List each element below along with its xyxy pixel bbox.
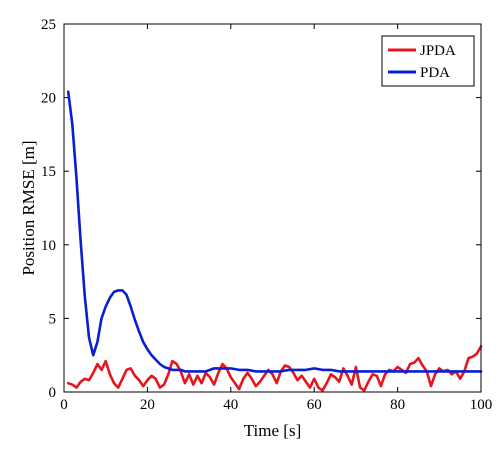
x-tick-label: 60	[307, 397, 322, 413]
y-tick-label: 5	[49, 311, 57, 327]
x-axis-title: Time [s]	[244, 421, 301, 440]
y-tick-label: 10	[41, 238, 56, 254]
y-axis-title: Position RMSE [m]	[19, 140, 38, 275]
y-tick-label: 15	[41, 164, 56, 180]
series-line-pda	[66, 90, 483, 373]
x-tick-label: 0	[60, 397, 68, 413]
legend-label-pda: PDA	[420, 65, 450, 81]
plot-frame	[63, 23, 482, 393]
x-tick-label: 80	[390, 397, 405, 413]
legend: JPDA PDA	[381, 35, 475, 87]
x-axis: 0 20 40 60 80 100	[60, 24, 492, 413]
x-tick-label: 20	[140, 397, 155, 413]
y-axis: 0 5 10 15 20 25	[41, 17, 481, 401]
series-line-jpda	[66, 345, 483, 392]
series-group	[66, 90, 483, 392]
y-tick-label: 0	[49, 385, 57, 401]
legend-label-jpda: JPDA	[420, 43, 456, 59]
legend-box	[381, 35, 475, 87]
y-tick-label: 25	[41, 17, 56, 33]
y-tick-label: 20	[41, 91, 56, 107]
x-tick-label: 40	[223, 397, 238, 413]
x-tick-label: 100	[470, 397, 493, 413]
